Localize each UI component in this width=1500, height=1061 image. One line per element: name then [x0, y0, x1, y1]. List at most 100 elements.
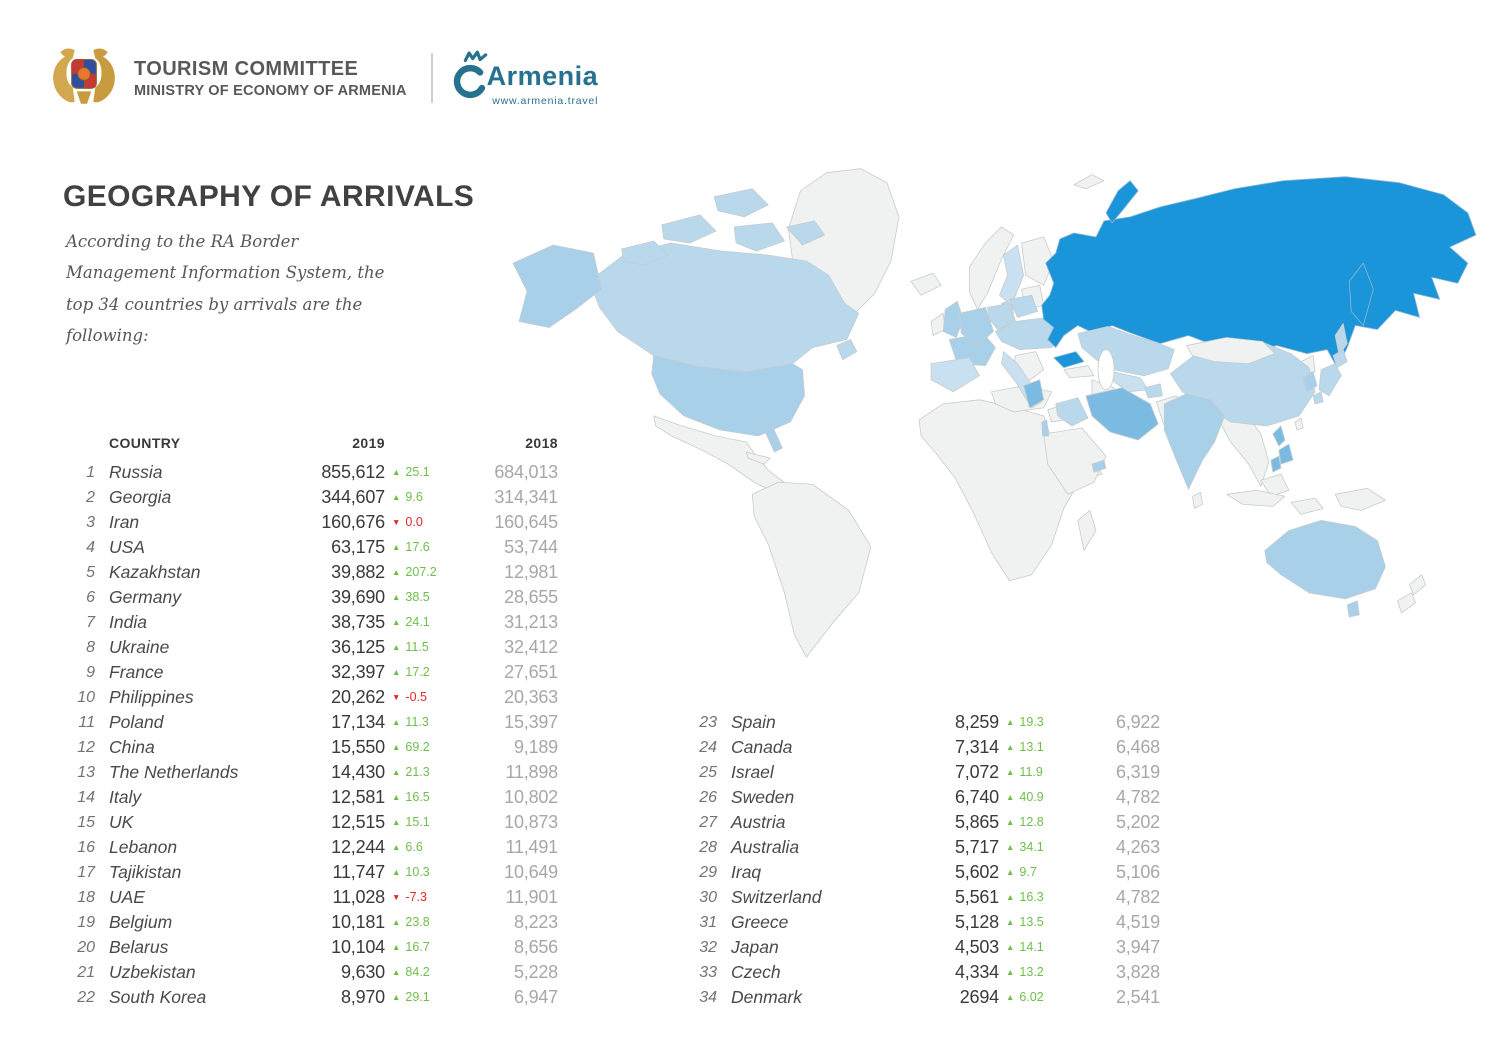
- change-percent: 11.3: [405, 715, 429, 730]
- map-kamchatka: [1348, 262, 1374, 326]
- arrivals-2019-cell: 160,676: [321, 512, 385, 532]
- map-levant: [1047, 405, 1065, 423]
- change-percent: 13.2: [1019, 965, 1044, 980]
- country-cell: Sweden: [731, 787, 795, 807]
- table-row: 2 Georgia 344,607 ▲ 9.6 314,341: [63, 485, 558, 510]
- map-sakhalin: [1334, 323, 1348, 357]
- map-country-usa: [651, 355, 805, 437]
- change-cell: ▲ 69.2: [385, 741, 445, 754]
- table-row: 34 Denmark 2694 ▲ 6.02 2,541: [695, 985, 1160, 1010]
- table-row: 11 Poland 17,134 ▲ 11.3 15,397: [63, 710, 558, 735]
- header-divider: [430, 53, 433, 103]
- arrivals-2019-cell: 5,561: [954, 887, 999, 907]
- change-cell: ▲ 13.2: [999, 966, 1054, 979]
- change-cell: ▲ 6.02: [999, 991, 1054, 1004]
- arrivals-2019-cell: 7,072: [954, 762, 999, 782]
- brand-url: www.armenia.travel: [492, 95, 599, 107]
- map-country-sweden: [999, 244, 1025, 306]
- rank-cell: 32: [699, 938, 717, 956]
- rank-cell: 12: [77, 738, 95, 756]
- change-arrow-icon: ▲: [392, 817, 401, 828]
- map-country-poland: [987, 302, 1016, 330]
- change-cell: ▲ 17.2: [385, 666, 445, 679]
- map-baltics: [1021, 284, 1045, 310]
- brand-name: Armenia: [486, 61, 599, 91]
- map-new-guinea: [1334, 487, 1386, 511]
- table-row: 10 Philippines 20,262 ▼ -0.5 20,363: [63, 685, 558, 710]
- table-row: 29 Iraq 5,602 ▲ 9.7 5,106: [695, 860, 1160, 885]
- table-row: 15 UK 12,515 ▲ 15.1 10,873: [63, 810, 558, 835]
- map-country-greece: [1023, 379, 1045, 409]
- org-title: TOURISM COMMITTEE: [134, 57, 359, 80]
- arrivals-2019-cell: 10,181: [331, 912, 385, 932]
- country-cell: Iran: [109, 512, 140, 532]
- map-novaya-zemlya: [1105, 180, 1139, 224]
- change-percent: 24.1: [405, 615, 430, 630]
- change-cell: ▲ 17.6: [385, 541, 445, 554]
- page-header: TOURISM COMMITTEE MINISTRY OF ECONOMY OF…: [50, 46, 598, 110]
- map-country-japan: [1318, 363, 1342, 397]
- rank-cell: 8: [86, 638, 95, 656]
- change-cell: ▲ 9.6: [385, 491, 445, 504]
- map-africa: [918, 399, 1103, 582]
- map-greenland: [788, 168, 900, 322]
- arrivals-2018-cell: 4,782: [1115, 787, 1160, 807]
- country-cell: Greece: [731, 912, 789, 932]
- arrivals-2018-cell: 4,519: [1115, 912, 1160, 932]
- arrivals-2018-cell: 6,922: [1115, 712, 1160, 732]
- map-afghanistan-pakistan: [1155, 395, 1191, 437]
- arrivals-2018-cell: 10,649: [504, 862, 558, 882]
- arrivals-2018-cell: 9,189: [513, 737, 558, 757]
- country-cell: Czech: [731, 962, 781, 982]
- arrivals-2018-cell: 32,412: [504, 637, 558, 657]
- map-country-russia: [1041, 176, 1477, 369]
- rank-cell: 10: [77, 688, 95, 706]
- table-row: 27 Austria 5,865 ▲ 12.8 5,202: [695, 810, 1160, 835]
- change-arrow-icon: ▲: [1006, 967, 1015, 978]
- armenia-coat-of-arms-icon: [53, 48, 115, 104]
- rank-cell: 28: [699, 838, 717, 856]
- map-tasmania: [1346, 600, 1360, 618]
- rank-cell: 19: [77, 913, 95, 931]
- change-cell: ▼ 0.0: [385, 516, 445, 529]
- change-percent: 16.3: [1019, 890, 1044, 905]
- arrivals-2018-cell: 20,363: [504, 687, 558, 707]
- rank-cell: 30: [699, 888, 717, 906]
- change-cell: ▲ 13.5: [999, 916, 1054, 929]
- arrivals-2018-cell: 314,341: [494, 487, 558, 507]
- change-percent: 10.3: [405, 865, 430, 880]
- map-country-tajikistan: [1143, 383, 1163, 399]
- table-row: 19 Belgium 10,181 ▲ 23.8 8,223: [63, 910, 558, 935]
- change-cell: ▲ 25.1: [385, 466, 445, 479]
- map-country-ukraine: [995, 317, 1065, 350]
- map-country-kazakhstan: [1077, 326, 1175, 377]
- left-table-body: 1 Russia 855,612 ▲ 25.1 684,013 2 Georgi…: [63, 460, 558, 1010]
- change-percent: 11.5: [405, 640, 429, 655]
- change-percent: 16.7: [405, 940, 430, 955]
- table-row: 3 Iran 160,676 ▼ 0.0 160,645: [63, 510, 558, 535]
- country-cell: France: [109, 662, 164, 682]
- table-row: 33 Czech 4,334 ▲ 13.2 3,828: [695, 960, 1160, 985]
- map-philippines-2: [1278, 443, 1294, 465]
- table-row: 32 Japan 4,503 ▲ 14.1 3,947: [695, 935, 1160, 960]
- table-row: 28 Australia 5,717 ▲ 34.1 4,263: [695, 835, 1160, 860]
- arrivals-2019-cell: 12,515: [331, 812, 385, 832]
- change-percent: 9.7: [1019, 865, 1037, 880]
- arrivals-2019-cell: 38,735: [331, 612, 385, 632]
- map-newfoundland: [836, 339, 858, 361]
- brand-text-block: Armenia www.armenia.travel: [486, 61, 599, 108]
- table-row: 21 Uzbekistan 9,630 ▲ 84.2 5,228: [63, 960, 558, 985]
- change-percent: 207.2: [405, 565, 437, 580]
- change-percent: 29.1: [405, 990, 430, 1005]
- country-cell: Israel: [731, 762, 774, 782]
- rank-cell: 9: [86, 663, 95, 681]
- rank-cell: 18: [77, 888, 95, 906]
- arrivals-2019-cell: 10,104: [331, 937, 385, 957]
- change-arrow-icon: ▲: [392, 767, 401, 778]
- map-country-iran: [1085, 387, 1159, 441]
- change-percent: 6.6: [405, 840, 423, 855]
- arrivals-2018-cell: 6,319: [1115, 762, 1160, 782]
- table-row: 17 Tajikistan 11,747 ▲ 10.3 10,649: [63, 860, 558, 885]
- pomegranate-icon: [453, 50, 487, 99]
- change-arrow-icon: ▲: [392, 642, 401, 653]
